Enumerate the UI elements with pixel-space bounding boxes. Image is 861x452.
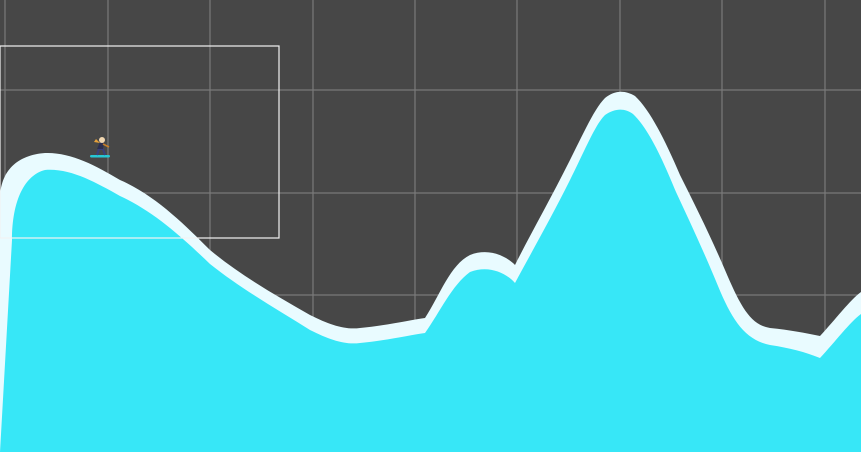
snowboard [90,155,110,158]
terrain-snow-body [0,109,861,452]
rider-arm [102,143,110,148]
rider-scarf [94,139,100,143]
rider-head [99,137,105,143]
rider-body [97,142,104,149]
snow-terrain [0,91,861,452]
camera-bounds-rect[interactable] [0,45,280,239]
snowboarder-icon[interactable] [90,137,110,158]
